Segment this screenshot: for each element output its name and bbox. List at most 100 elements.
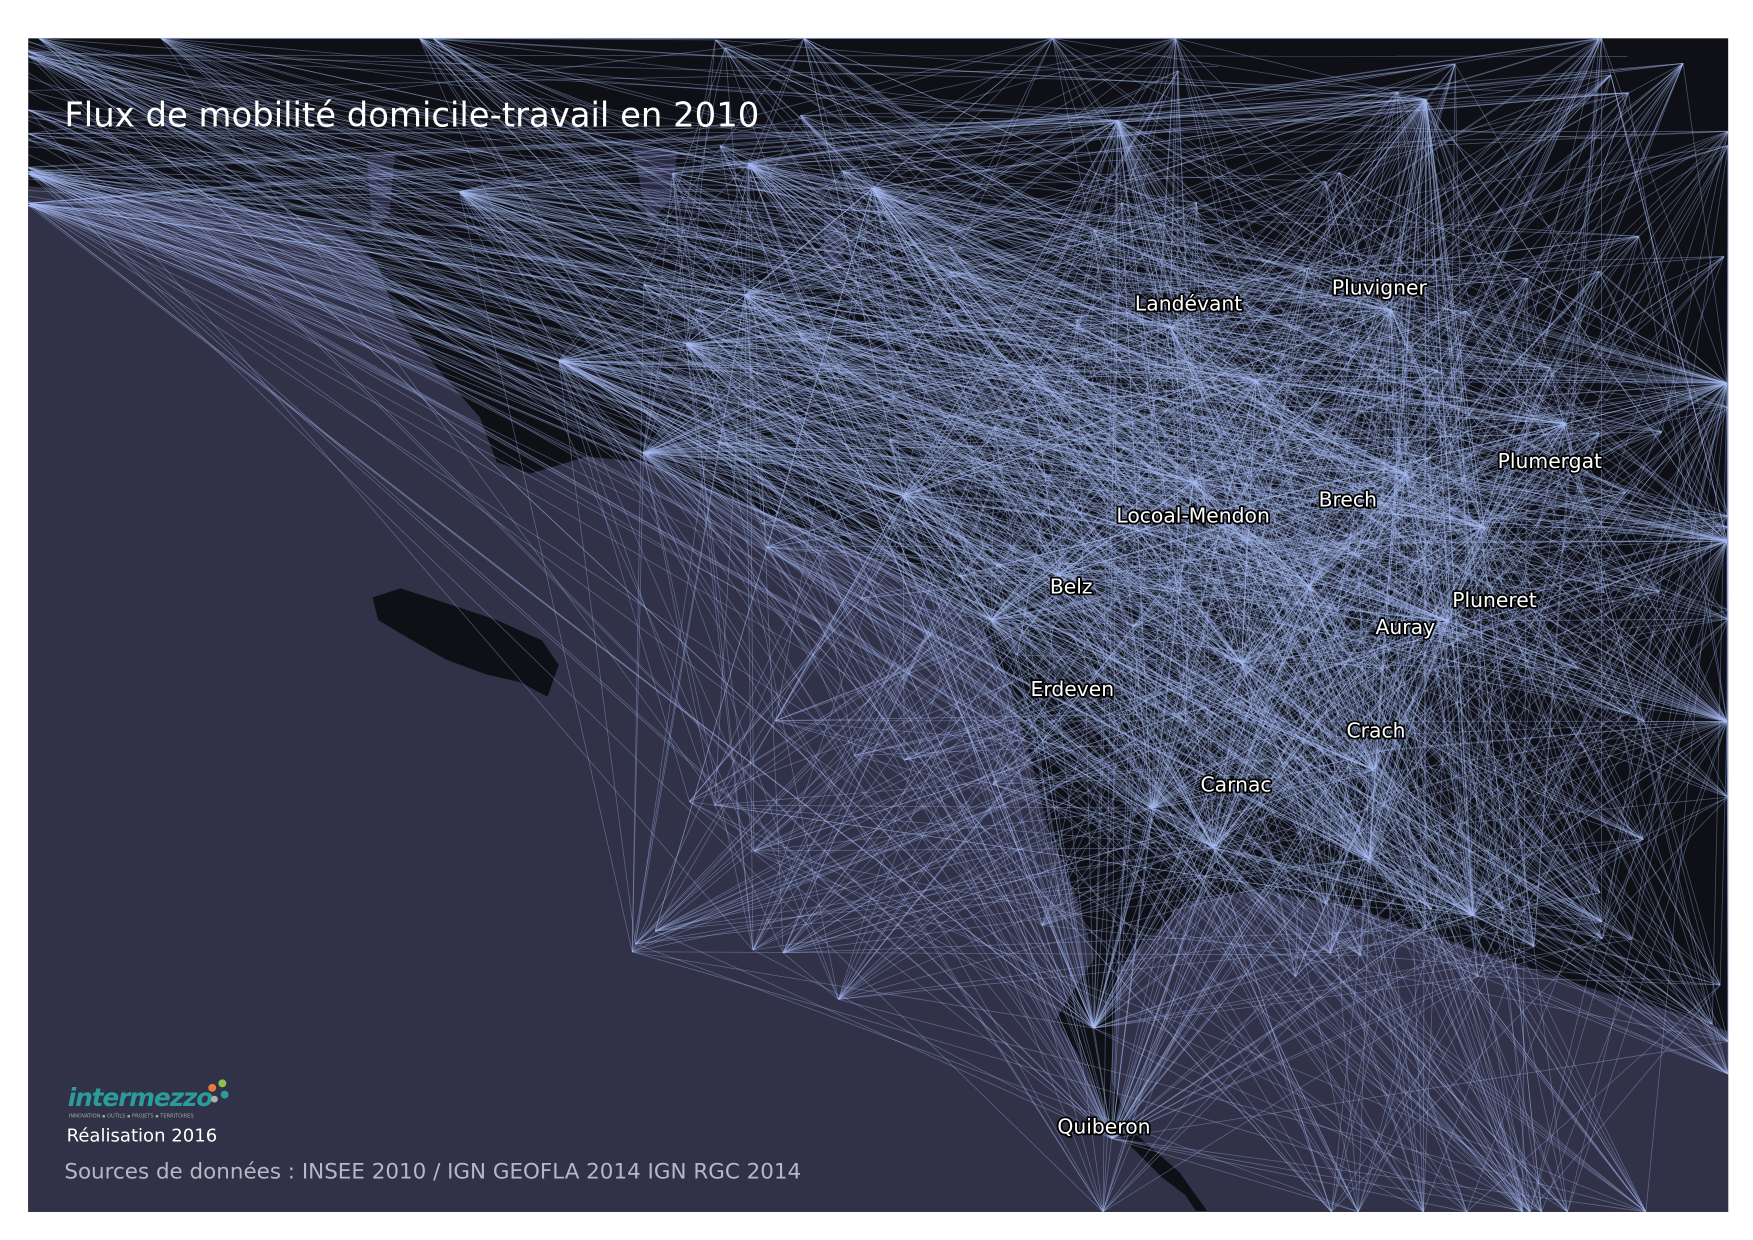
flow-line [1160, 223, 1370, 860]
place-label: Auray [1376, 615, 1436, 639]
flow-line [1354, 382, 1728, 465]
flow-line [643, 284, 1428, 459]
flow-line [1101, 330, 1257, 382]
flow-line [990, 426, 995, 621]
flow-line [1192, 98, 1426, 483]
flow-line [696, 309, 1449, 622]
flow-line [744, 145, 1729, 296]
flow-line [1057, 278, 1528, 576]
flow-line [715, 39, 1550, 369]
flow-line [643, 145, 1729, 454]
flow-line [28, 173, 1361, 956]
logo: intermezzo INNOVATION ▪ OUTILS ▪ PROJETS… [68, 1079, 229, 1119]
flow-line [748, 163, 1178, 592]
flow-line [558, 172, 1340, 362]
flow-line [990, 482, 1194, 621]
flow-line [1405, 235, 1639, 474]
flow-line [686, 343, 1478, 977]
flow-line [1151, 492, 1626, 809]
flow-line [1368, 287, 1409, 860]
flow-line [1111, 796, 1729, 1139]
flow-line [28, 173, 1310, 587]
flow-line [775, 38, 1176, 721]
flow-line [990, 619, 1043, 741]
flow-line [872, 187, 1460, 578]
flow-line [1160, 223, 1171, 327]
flow-line [996, 380, 1257, 567]
place-label: Quiberon [1057, 1114, 1150, 1138]
flow-line [38, 37, 992, 621]
flow-line [1549, 367, 1605, 593]
flow-line [950, 271, 1485, 528]
flow-line [27, 202, 1095, 1029]
flow-line [1031, 458, 1406, 474]
flow-line [719, 145, 1660, 592]
flow-line [1309, 586, 1542, 1212]
flow-line [28, 172, 1506, 581]
flow-line [643, 284, 1474, 916]
flow-line [902, 495, 1214, 848]
flow-line [27, 109, 754, 951]
flow-line [1101, 330, 1647, 1213]
flow-line [1177, 590, 1449, 622]
flow-line [654, 662, 1242, 932]
flow-line [1057, 574, 1468, 635]
flow-line [744, 294, 1728, 542]
flow-line [1213, 847, 1729, 1075]
flow-line [28, 55, 904, 497]
flow-line [1241, 610, 1338, 664]
flow-line [1151, 807, 1432, 910]
flow-line [558, 70, 1179, 362]
flow-line [744, 294, 1630, 715]
flow-line [1425, 99, 1542, 1212]
flow-line [643, 382, 1728, 454]
flow-line [1093, 380, 1257, 1029]
flow-line [744, 294, 1566, 425]
flow-line [1390, 309, 1729, 1075]
flow-line [1170, 326, 1729, 528]
flow-line [1040, 370, 1728, 384]
flow-line [782, 70, 1179, 953]
flow-line [1247, 382, 1728, 542]
flow-line [1132, 309, 1391, 627]
flow-line [782, 202, 1123, 953]
flow-line [459, 63, 1456, 193]
flow-line [1470, 423, 1566, 455]
flow-line [1093, 590, 1660, 1029]
flow-line [28, 202, 904, 497]
flow-line [1133, 382, 1728, 627]
flow-line [38, 37, 1194, 483]
flow-line [558, 360, 1018, 656]
flow-line [1111, 1138, 1467, 1213]
flow-line [744, 63, 1456, 296]
flow-line [1192, 482, 1401, 747]
flow-line [717, 380, 1257, 443]
flow-line [1111, 1138, 1646, 1213]
flow-line [991, 576, 1460, 621]
flow-line [1241, 473, 1406, 664]
flow-line [854, 540, 1728, 756]
flow-line [724, 47, 1171, 328]
flow-line [1382, 74, 1612, 670]
flow-line [558, 360, 1382, 503]
flow-line [28, 202, 1194, 483]
flow-line [990, 38, 1176, 621]
flow-line [1246, 540, 1728, 544]
flow-line [1170, 130, 1729, 328]
flow-line [1448, 618, 1729, 622]
flow-line [803, 38, 1171, 328]
flow-line [1111, 64, 1456, 1139]
flow-line [1598, 271, 1729, 517]
flow-line [992, 382, 1728, 785]
flow-line [1192, 38, 1602, 483]
flow-line [1196, 202, 1243, 663]
flow-line [1404, 473, 1524, 1212]
flow-line [752, 379, 1034, 951]
flow-line [861, 550, 1328, 599]
flow-line [1057, 574, 1728, 722]
flow-line [1241, 566, 1432, 664]
flow-line [996, 565, 1095, 1029]
flow-line [28, 202, 1257, 382]
flow-line [1309, 515, 1729, 587]
flow-line [160, 37, 1058, 576]
